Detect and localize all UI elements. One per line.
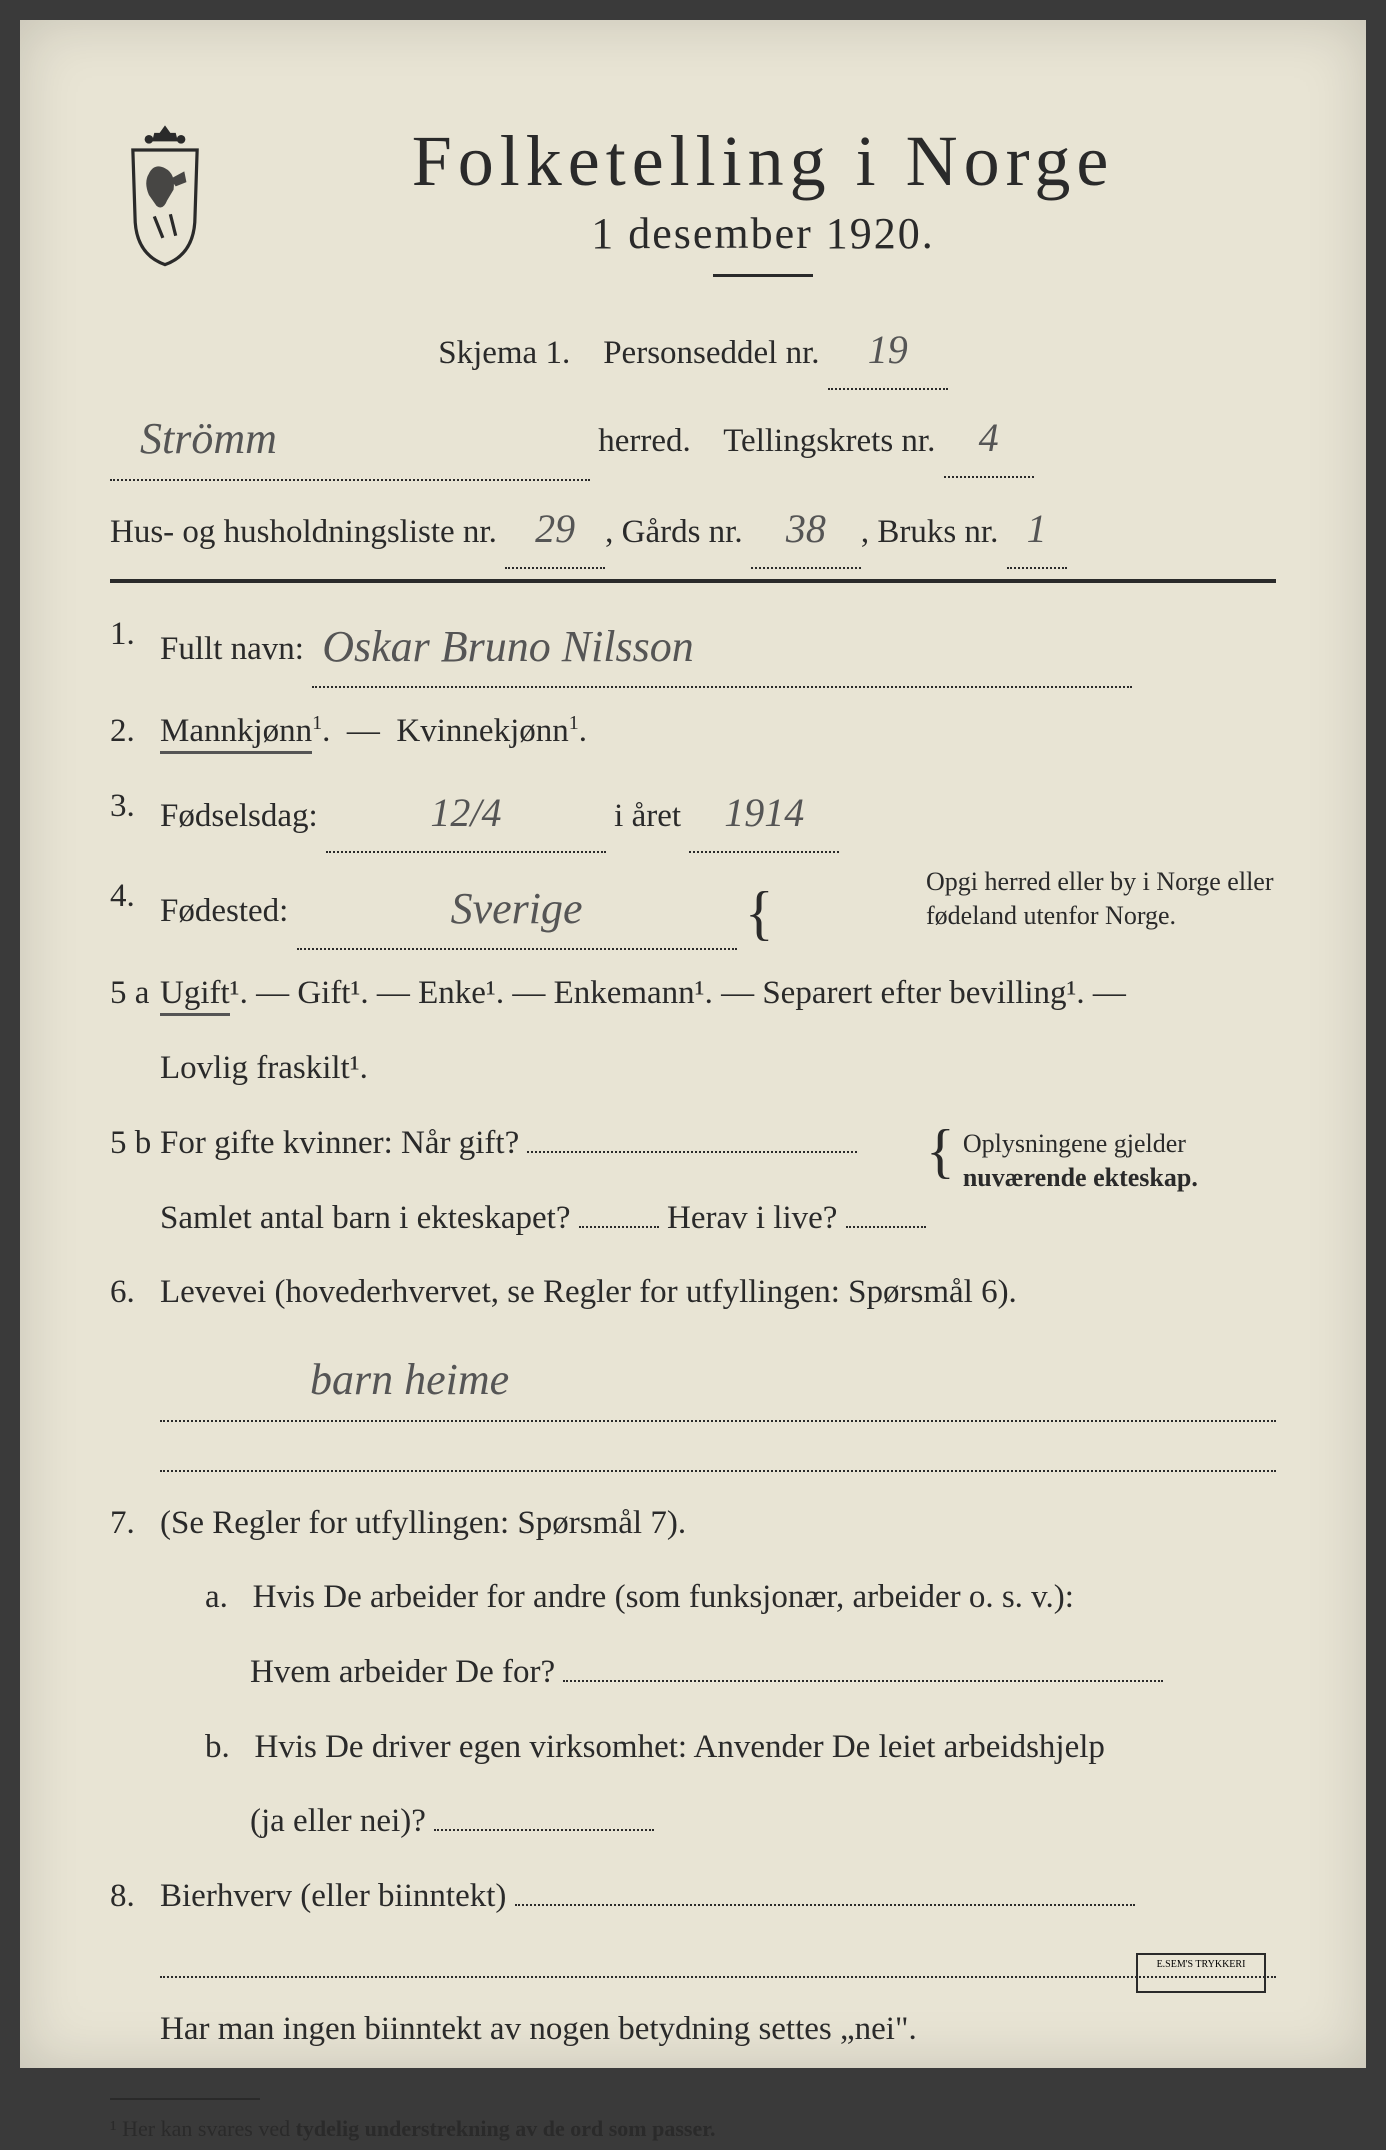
q7b: b. Hvis De driver egen virksomhet: Anven… [110,1716,1276,1779]
q3-year: 1914 [724,790,804,835]
q4-num: 4. [110,865,135,928]
q8-blank-line [160,1948,1276,1978]
q6-blank-line [160,1442,1276,1472]
q7a: a. Hvis De arbeider for andre (som funks… [110,1566,1276,1629]
gards-value: 38 [786,506,826,551]
q5b-num: 5 b [110,1112,151,1175]
q1-num: 1. [110,603,135,666]
q8-num: 8. [110,1865,135,1928]
q4: 4. Fødested: Sverige { Opgi herred eller… [110,865,1276,951]
q5b-line1: For gifte kvinner: Når gift? [160,1125,519,1161]
subtitle: 1 desember 1920. [250,208,1276,259]
q7a-text: Hvis De arbeider for andre (som funksjon… [253,1579,1074,1615]
q2-num: 2. [110,700,135,763]
q8-note-text: Har man ingen biinntekt av nogen betydni… [160,2011,917,2047]
q8: 8. Bierhverv (eller biinntekt) [110,1865,1276,1928]
q7a-text2: Hvem arbeider De for? [250,1654,555,1690]
q5a: 5 a Ugift¹. — Gift¹. — Enke¹. — Enkemann… [110,962,1276,1025]
q7a-num: a. [205,1579,228,1615]
q7b-line2: (ja eller nei)? [110,1790,1276,1853]
q7-num: 7. [110,1492,135,1555]
q1-label: Fullt navn: [160,631,304,667]
meta-row-1: Skjema 1. Personseddel nr. 19 [110,312,1276,390]
title-block: Folketelling i Norge 1 desember 1920. [250,120,1276,302]
q6-value: barn heime [310,1338,509,1422]
coat-of-arms-icon [110,120,220,270]
q4-label: Fødested: [160,893,288,929]
q5a-opts2: Lovlig fraskilt¹. [160,1050,368,1086]
q7: 7. (Se Regler for utfyllingen: Spørsmål … [110,1492,1276,1555]
document-page: Folketelling i Norge 1 desember 1920. Sk… [20,20,1366,2068]
q5b-note: { Oplysningene gjelder nuværende ekteska… [926,1127,1276,1195]
q4-value: Sverige [451,867,583,951]
tellingskrets-label: Tellingskrets nr. [723,423,935,459]
personseddel-value: 19 [868,327,908,372]
q1-value: Oskar Bruno Nilsson [322,605,694,689]
q8-label: Bierhverv (eller biinntekt) [160,1878,506,1914]
gards-label: Gårds nr. [622,514,743,550]
q3-label: Fødselsdag: [160,798,318,834]
title-divider [713,274,813,277]
q5a-num: 5 a [110,962,149,1025]
q2: 2. Mannkjønn1. — Kvinnekjønn1. [110,700,1276,763]
form-body: Skjema 1. Personseddel nr. 19 Strömm her… [110,312,1276,2150]
meta-divider [110,579,1276,583]
q5b-line2: Samlet antal barn i ekteskapet? Herav i … [110,1187,1276,1250]
meta-row-2: Strömm herred. Tellingskrets nr. 4 [110,395,1276,481]
q6-label: Levevei (hovederhvervet, se Regler for u… [160,1274,1017,1310]
q3-year-label: i året [614,798,681,834]
herred-value: Strömm [140,397,277,481]
q6-num: 6. [110,1261,135,1324]
q3-num: 3. [110,775,135,838]
q7b-text: Hvis De driver egen virksomhet: Anvender… [255,1729,1105,1765]
q2-opt1: Mannkjønn [160,713,312,754]
q3-day: 12/4 [430,790,501,835]
q5a-cont: Lovlig fraskilt¹. [110,1037,1276,1100]
herred-label: herred. [598,423,691,459]
bruks-value: 1 [1027,506,1047,551]
q5b: 5 b For gifte kvinner: Når gift? { Oplys… [110,1112,1276,1175]
q1: 1. Fullt navn: Oskar Bruno Nilsson [110,603,1276,689]
footnote: ¹ Her kan svares ved tydelig understrekn… [110,2090,1276,2150]
q7-label: (Se Regler for utfyllingen: Spørsmål 7). [160,1505,686,1541]
printer-stamp: E.SEM'S TRYKKERI [1136,1953,1266,1993]
q7b-num: b. [205,1729,230,1765]
q5a-opts: Ugift¹. — Gift¹. — Enke¹. — Enkemann¹. —… [160,975,1126,1016]
q3: 3. Fødselsdag: 12/4 i året 1914 [110,775,1276,853]
main-title: Folketelling i Norge [250,120,1276,203]
q5b-line2b: Herav i live? [667,1200,837,1236]
q5b-line2a: Samlet antal barn i ekteskapet? [160,1200,571,1236]
tellingskrets-value: 4 [979,415,999,460]
bruks-label: Bruks nr. [877,514,998,550]
footnote-text: ¹ Her kan svares ved tydelig understrekn… [110,2116,715,2141]
q7a-line2: Hvem arbeider De for? [110,1641,1276,1704]
q6: 6. Levevei (hovederhvervet, se Regler fo… [110,1261,1276,1324]
meta-row-3: Hus- og husholdningsliste nr. 29, Gårds … [110,491,1276,569]
husliste-label: Hus- og husholdningsliste nr. [110,514,497,550]
q4-note: Opgi herred eller by i Norge eller fødel… [926,865,1276,933]
q7b-text2: (ja eller nei)? [250,1803,426,1839]
header: Folketelling i Norge 1 desember 1920. [110,120,1276,302]
personseddel-label: Personseddel nr. [603,335,819,371]
q8-note: Har man ingen biinntekt av nogen betydni… [110,1998,1276,2061]
husliste-value: 29 [535,506,575,551]
q6-value-line: barn heime [110,1336,1276,1422]
brace-icon: { [745,889,774,937]
footnote-rule [110,2098,260,2100]
q2-opt2: Kvinnekjønn [396,713,568,749]
schema-label: Skjema 1. [438,335,570,371]
